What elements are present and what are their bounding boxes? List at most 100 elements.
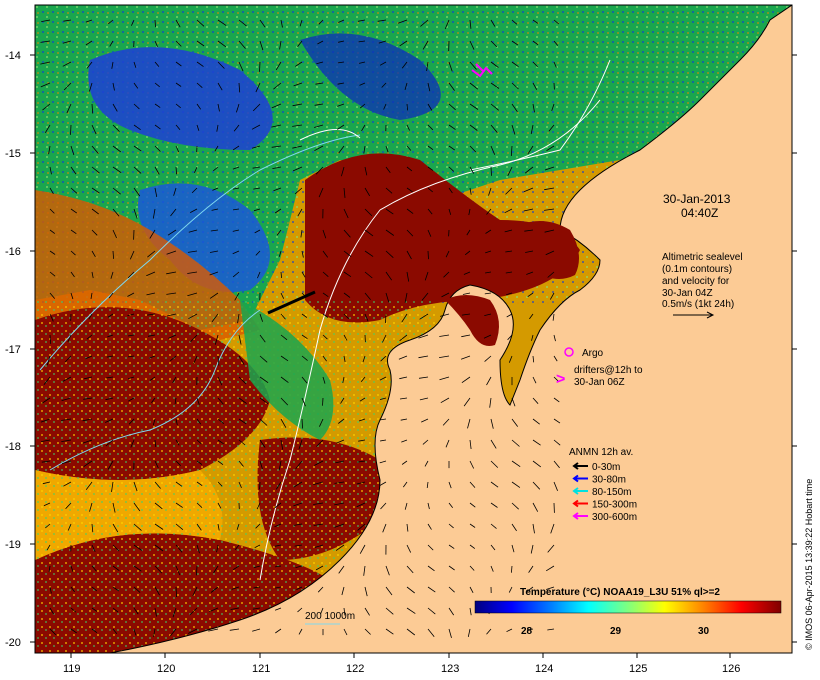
velocity-vector	[297, 208, 303, 217]
velocity-vector	[490, 124, 498, 133]
colorbar-title: Temperature (°C) NOAA19_L3U 51% ql>=2	[520, 587, 720, 598]
velocity-vector	[379, 376, 387, 381]
velocity-vector	[322, 271, 329, 277]
velocity-vector	[406, 607, 416, 614]
velocity-vector	[404, 82, 408, 91]
velocity-vector	[441, 292, 450, 298]
velocity-vector	[364, 187, 371, 197]
velocity-vector	[313, 502, 324, 505]
lon-tick-label: 125	[629, 663, 647, 675]
velocity-vector	[292, 166, 303, 172]
velocity-vector	[427, 544, 434, 551]
velocity-vector	[127, 376, 135, 380]
velocity-vector	[259, 334, 266, 343]
argo-label: Argo	[582, 348, 604, 359]
velocity-vector	[89, 502, 93, 512]
velocity-vector	[67, 334, 72, 343]
velocity-vector	[359, 397, 366, 402]
velocity-vector	[112, 187, 121, 195]
velocity-vector	[169, 628, 177, 637]
velocity-vector	[439, 376, 450, 381]
velocity-vector	[445, 250, 450, 258]
lon-tick-label: 124	[535, 663, 553, 675]
velocity-vector	[469, 481, 476, 488]
velocity-vector	[550, 523, 555, 534]
velocity-vector	[259, 460, 263, 470]
velocity-vector	[553, 40, 559, 46]
velocity-vector	[469, 187, 472, 195]
velocity-vector	[337, 82, 345, 85]
velocity-vector	[445, 439, 450, 448]
velocity-vector	[112, 229, 117, 239]
velocity-vector	[364, 208, 373, 217]
velocity-vector	[511, 40, 519, 46]
velocity-vector	[278, 250, 282, 257]
velocity-vector	[545, 250, 555, 256]
velocity-vector	[237, 313, 240, 324]
velocity-vector	[508, 586, 513, 593]
velocity-vector	[70, 607, 77, 613]
velocity-vector	[525, 250, 534, 253]
velocity-vector	[49, 607, 55, 615]
velocity-vector	[532, 481, 541, 490]
velocity-vector	[238, 19, 247, 27]
king-sound-inlet	[445, 295, 499, 346]
velocity-vector	[175, 565, 181, 576]
velocity-vector	[112, 607, 119, 613]
velocity-vector	[49, 208, 55, 214]
velocity-vector	[532, 82, 538, 90]
velocity-vector	[292, 103, 303, 107]
velocity-vector	[232, 187, 240, 190]
velocity-vector	[490, 61, 499, 68]
velocity-vector	[259, 313, 263, 322]
velocity-vector	[530, 124, 534, 135]
velocity-vector	[532, 61, 538, 68]
velocity-vector	[553, 19, 560, 25]
velocity-vector	[401, 460, 408, 465]
velocity-vector	[490, 544, 496, 551]
velocity-vector	[489, 397, 492, 408]
velocity-vector	[463, 271, 471, 275]
velocity-vector	[196, 61, 204, 67]
velocity-vector	[448, 586, 455, 593]
velocity-vector	[154, 586, 160, 596]
velocity-vector	[259, 376, 269, 384]
velocity-vector	[553, 355, 558, 362]
velocity-vector	[64, 355, 72, 363]
velocity-vector	[154, 439, 157, 447]
velocity-vector	[275, 628, 282, 634]
velocity-vector	[43, 502, 51, 507]
velocity-vector	[301, 355, 308, 361]
velocity-vector	[300, 229, 303, 238]
velocity-vector	[364, 229, 374, 237]
velocity-vector	[506, 628, 513, 633]
velocity-vector	[70, 229, 77, 235]
velocity-vector	[356, 502, 366, 508]
velocity-vector	[91, 607, 98, 612]
velocity-vector	[295, 460, 303, 469]
velocity-vector	[238, 334, 242, 345]
velocity-vector	[91, 103, 94, 114]
velocity-vector	[146, 271, 156, 277]
velocity-vector	[70, 250, 76, 256]
velocity-vector	[527, 628, 534, 631]
velocity-vector	[62, 376, 72, 382]
velocity-vector	[40, 40, 51, 43]
velocity-vector	[486, 376, 492, 386]
anmn-legend-label: 0-30m	[592, 462, 620, 473]
velocity-vector	[377, 19, 387, 22]
velocity-vector	[213, 565, 219, 574]
velocity-vector	[421, 292, 429, 301]
velocity-vector	[256, 502, 261, 510]
velocity-vector	[196, 82, 203, 88]
velocity-vector	[406, 586, 415, 594]
velocity-vector	[271, 103, 282, 109]
velocity-vector	[490, 19, 496, 27]
velocity-vector	[175, 460, 181, 466]
velocity-vector	[399, 397, 408, 400]
velocity-vector	[504, 229, 513, 233]
velocity-vector	[301, 271, 306, 278]
velocity-vector	[322, 292, 329, 298]
velocity-vector	[70, 292, 74, 300]
